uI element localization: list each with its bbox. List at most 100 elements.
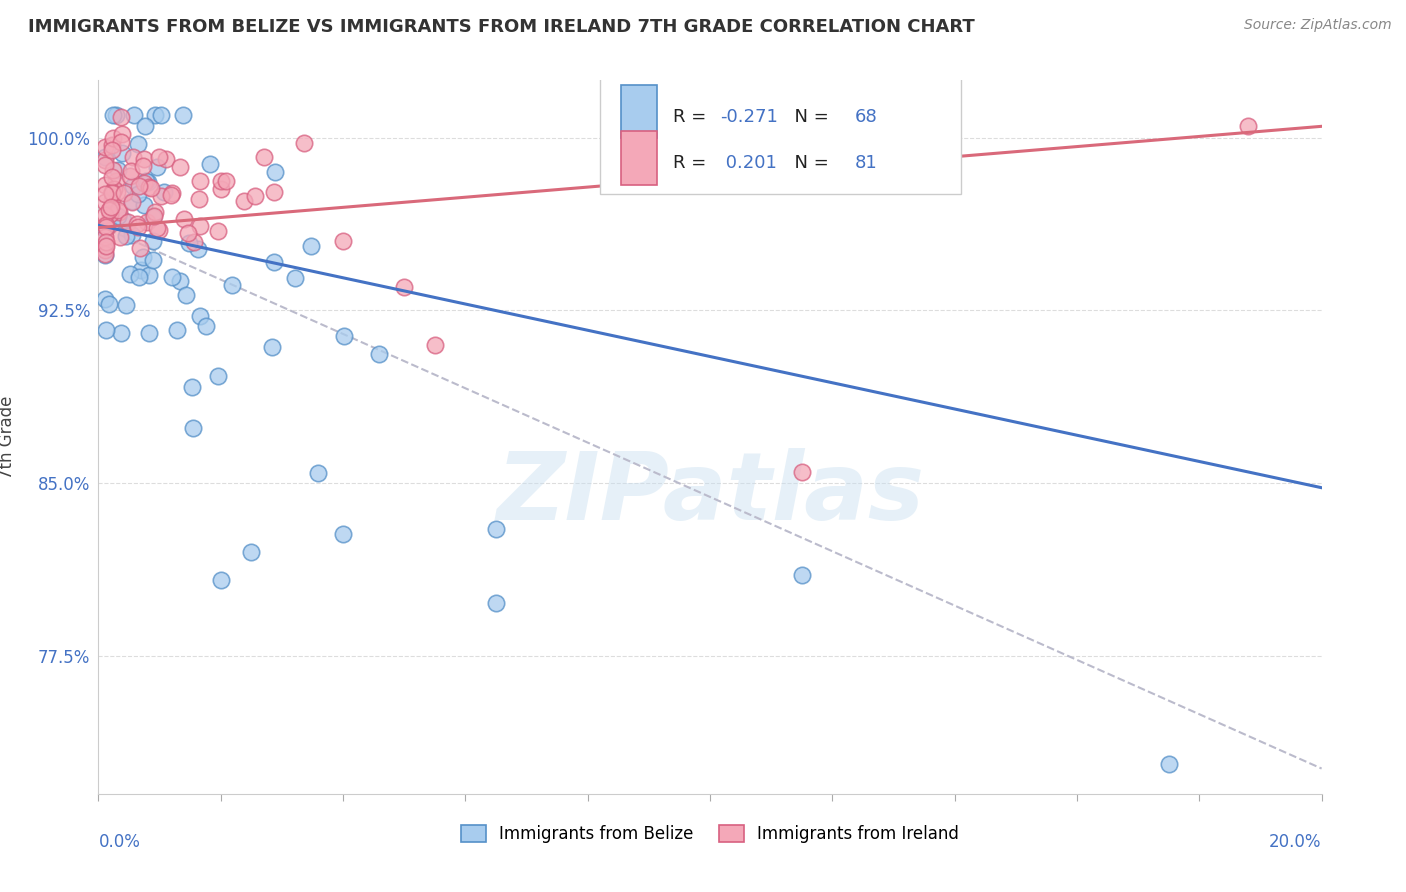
Point <box>308 467 330 481</box>
Point <box>153 186 176 200</box>
Text: 68: 68 <box>855 108 877 126</box>
Point <box>135 174 157 188</box>
Point <box>145 221 167 235</box>
Point <box>207 368 229 383</box>
Point <box>252 150 274 164</box>
Y-axis label: 7th Grade: 7th Grade <box>0 395 15 479</box>
Point <box>127 220 149 235</box>
Bar <box>620 131 658 185</box>
Point <box>173 212 195 227</box>
Point <box>188 173 211 187</box>
Text: 0.201: 0.201 <box>720 154 776 172</box>
Point <box>127 136 149 151</box>
Point <box>146 160 169 174</box>
Point <box>233 194 256 208</box>
Point <box>332 235 354 249</box>
Bar <box>620 85 658 138</box>
Point <box>94 238 117 252</box>
Point <box>93 219 115 233</box>
Point <box>299 239 322 253</box>
Point <box>169 160 191 174</box>
Point <box>93 186 115 201</box>
Point <box>180 380 202 394</box>
Text: 81: 81 <box>855 154 877 172</box>
Point <box>136 215 159 229</box>
Point <box>110 326 132 341</box>
Point <box>485 522 508 536</box>
Point <box>97 203 120 218</box>
Point <box>100 193 122 207</box>
Point <box>104 174 127 188</box>
Point <box>263 186 285 200</box>
Point <box>107 203 129 218</box>
Point <box>174 288 197 302</box>
Text: Source: ZipAtlas.com: Source: ZipAtlas.com <box>1244 18 1392 32</box>
Point <box>136 175 159 189</box>
Point <box>485 596 508 610</box>
Point <box>162 269 184 284</box>
Point <box>93 230 115 244</box>
Text: N =: N = <box>783 108 835 126</box>
Text: R =: R = <box>673 154 713 172</box>
Point <box>148 150 170 164</box>
Point <box>129 262 152 277</box>
Point <box>93 195 115 210</box>
Point <box>143 108 166 122</box>
Point <box>142 253 165 268</box>
Text: N =: N = <box>783 154 835 172</box>
Point <box>93 140 115 154</box>
Point <box>263 165 285 179</box>
Point <box>132 152 155 166</box>
Point <box>121 178 143 193</box>
Point <box>423 338 446 352</box>
Point <box>332 526 354 541</box>
Point <box>177 226 200 240</box>
Point <box>128 269 150 284</box>
Point <box>121 194 143 208</box>
Point <box>120 169 142 183</box>
Point <box>101 185 124 199</box>
Point <box>121 227 143 242</box>
Point <box>94 218 117 232</box>
Point <box>160 186 183 200</box>
Point <box>93 222 115 236</box>
Point <box>128 178 150 193</box>
Point <box>101 108 124 122</box>
Point <box>108 205 131 219</box>
Point <box>139 181 162 195</box>
Point <box>143 205 166 219</box>
Point <box>181 421 204 435</box>
Point <box>367 346 389 360</box>
Point <box>93 248 115 262</box>
Point <box>166 322 188 336</box>
Point <box>110 110 132 124</box>
Point <box>790 465 813 479</box>
Point <box>122 108 145 122</box>
Point <box>108 230 131 244</box>
Point <box>101 163 124 178</box>
Point <box>188 192 211 206</box>
Point <box>93 244 115 258</box>
Point <box>93 292 115 306</box>
Point <box>111 127 134 141</box>
Point <box>284 271 307 285</box>
Point <box>150 189 173 203</box>
Point <box>183 235 205 249</box>
Point <box>94 235 117 250</box>
Point <box>333 329 356 343</box>
Point <box>134 176 156 190</box>
Point <box>292 136 315 151</box>
Point <box>143 210 166 224</box>
Point <box>101 170 124 185</box>
Point <box>209 174 232 188</box>
Point <box>263 254 285 268</box>
Point <box>127 217 149 231</box>
Point <box>127 186 149 201</box>
Point <box>115 228 138 243</box>
Point <box>107 162 129 177</box>
Point <box>209 182 232 196</box>
Point <box>243 189 266 203</box>
Point <box>93 246 115 260</box>
Point <box>148 223 170 237</box>
Point <box>209 573 232 587</box>
